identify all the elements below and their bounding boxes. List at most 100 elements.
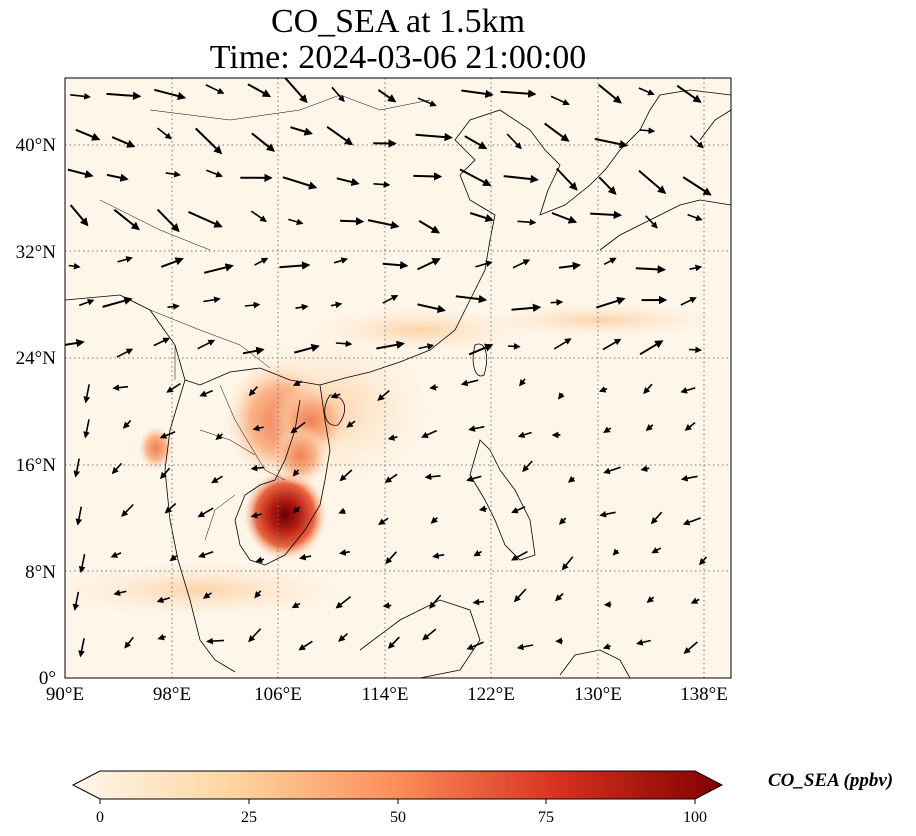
- wind-arrow: [254, 590, 262, 599]
- colorbar-tick-label: 100: [683, 809, 707, 826]
- wind-arrow: [198, 550, 214, 558]
- wind-arrow: [197, 507, 214, 518]
- wind-arrow: [687, 213, 703, 221]
- wind-arrow: [110, 551, 122, 558]
- wind-arrow: [500, 89, 537, 98]
- wind-arrow: [461, 89, 494, 99]
- wind-arrow: [639, 127, 656, 135]
- wind-arrow: [511, 303, 542, 313]
- wind-arrow: [124, 636, 135, 649]
- wind-arrow: [330, 392, 341, 399]
- lat-tick-label: 8°N: [25, 562, 56, 583]
- wind-arrow: [339, 469, 353, 482]
- wind-arrow: [377, 89, 397, 103]
- wind-arrow: [602, 338, 622, 351]
- wind-arrow: [384, 473, 398, 483]
- lon-tick-label: 122°E: [467, 684, 515, 705]
- wind-arrow: [603, 426, 612, 434]
- lat-tick-label: 40°N: [16, 135, 57, 156]
- wind-arrow: [68, 262, 81, 270]
- wind-arrow: [78, 298, 95, 307]
- wind-arrow: [645, 424, 654, 431]
- wind-arrow: [429, 594, 442, 609]
- wind-arrow: [251, 132, 276, 152]
- wind-arrow: [455, 294, 488, 304]
- wind-arrow: [680, 297, 697, 306]
- wind-arrow: [164, 502, 177, 514]
- wind-arrow: [522, 460, 533, 473]
- colorbar-tick-label: 75: [538, 809, 554, 826]
- wind-arrow: [292, 506, 301, 514]
- wind-arrow: [335, 340, 353, 348]
- wind-arrow: [558, 261, 582, 271]
- lon-tick-label: 98°E: [153, 684, 191, 705]
- colorbar-tick-label: 50: [390, 809, 406, 826]
- wind-arrow: [466, 475, 482, 482]
- wind-arrow: [635, 265, 666, 274]
- wind-arrow: [295, 303, 309, 311]
- wind-arrow: [553, 338, 572, 350]
- wind-arrow: [550, 298, 564, 306]
- wind-arrow: [203, 296, 221, 304]
- wind-arrow: [689, 264, 703, 272]
- wind-arrow: [413, 172, 443, 181]
- wind-arrow: [294, 343, 320, 354]
- wind-arrow: [73, 458, 81, 478]
- wind-arrow: [117, 256, 133, 263]
- wind-arrow: [166, 382, 181, 393]
- wind-arrow: [432, 552, 445, 559]
- wind-arrow: [288, 218, 304, 226]
- wind-arrow: [598, 386, 608, 393]
- wind-arrow: [417, 303, 446, 314]
- wind-arrow: [83, 419, 90, 439]
- wind-arrow: [639, 340, 664, 356]
- wind-arrow: [70, 92, 91, 100]
- wind-arrow: [111, 462, 123, 475]
- lat-axis: 0° 8°N 16°N 24°N 32°N 40°N: [16, 135, 57, 689]
- wind-arrow: [83, 384, 91, 404]
- wind-arrow: [382, 260, 409, 270]
- colorbar-scale: [71, 770, 724, 800]
- wind-arrow: [415, 132, 453, 142]
- wind-arrow: [516, 643, 534, 651]
- wind-arrow: [473, 550, 482, 557]
- wind-arrow: [157, 633, 166, 641]
- wind-arrow: [111, 136, 136, 148]
- wind-arrow: [466, 641, 484, 650]
- wind-arrow: [75, 506, 83, 526]
- wind-arrow: [638, 169, 667, 194]
- wind-arrow: [554, 592, 564, 602]
- wind-arrow: [602, 643, 611, 650]
- wind-arrow: [598, 176, 617, 196]
- wind-arrow: [197, 339, 216, 350]
- wind-arrow: [640, 465, 650, 472]
- wind-arrow: [248, 386, 258, 397]
- wind-arrow: [250, 511, 262, 519]
- wind-arrow: [595, 296, 626, 309]
- wind-arrow: [387, 434, 398, 441]
- wind-arrow: [330, 301, 343, 309]
- wind-arrow: [460, 379, 479, 387]
- wind-arrow: [561, 556, 574, 571]
- wind-arrow: [469, 212, 494, 222]
- wind-arrow: [156, 208, 180, 233]
- wind-arrow: [106, 173, 129, 182]
- wind-arrow: [156, 596, 171, 604]
- lat-tick-label: 0°: [39, 668, 56, 689]
- colorbar-title: CO_SEA (ppbv): [768, 770, 894, 791]
- wind-arrow: [690, 597, 700, 604]
- country-borders: [99, 94, 431, 541]
- wind-arrow: [340, 217, 365, 226]
- wind-arrow: [643, 383, 653, 395]
- wind-arrow: [75, 128, 101, 141]
- wind-arrow: [517, 431, 532, 439]
- wind-arrow: [382, 294, 399, 304]
- lon-tick-label: 130°E: [574, 684, 622, 705]
- wind-arrow: [683, 641, 698, 654]
- wind-arrow: [169, 554, 178, 562]
- wind-arrow: [382, 602, 392, 609]
- wind-arrow: [422, 628, 437, 641]
- wind-arrow: [507, 343, 521, 350]
- wind-arrow: [160, 467, 171, 480]
- wind-arrow: [157, 127, 172, 140]
